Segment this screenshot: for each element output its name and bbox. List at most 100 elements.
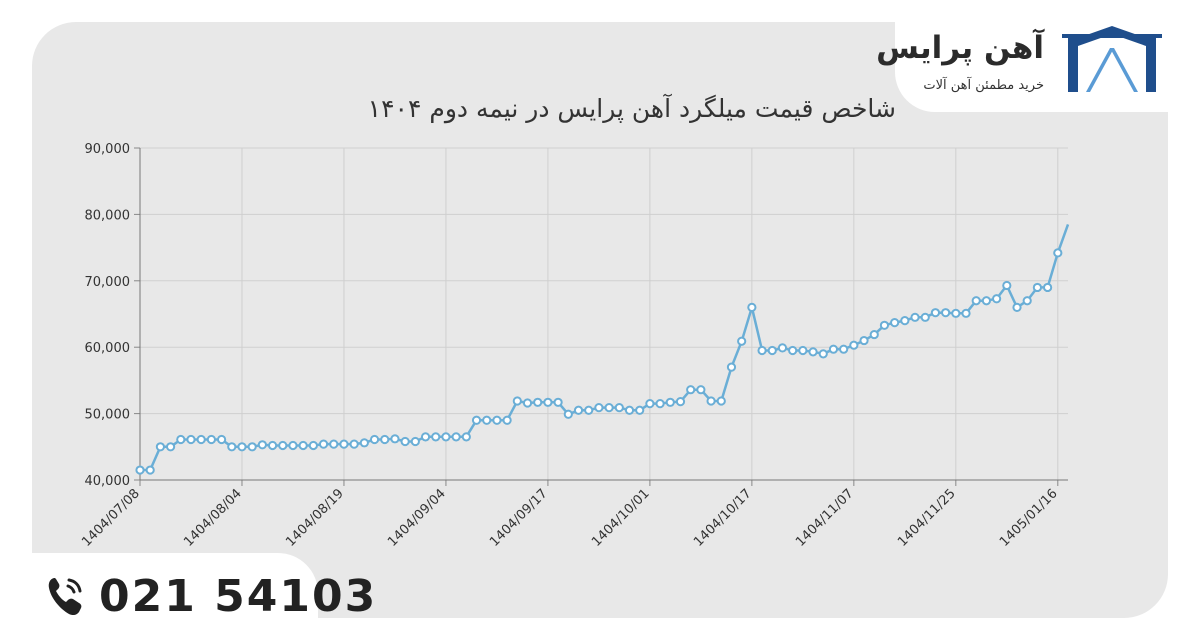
y-tick-label: 80,000 <box>85 208 131 223</box>
data-point <box>502 415 512 425</box>
data-point <box>176 434 186 445</box>
data-point <box>359 438 369 448</box>
data-point <box>645 399 655 409</box>
data-point <box>767 345 777 356</box>
phone-contact[interactable]: 021 54103 <box>45 568 377 624</box>
brand-name: آهن پرایس <box>876 30 1044 66</box>
data-point <box>135 465 145 475</box>
data-point <box>257 440 267 450</box>
data-point <box>604 403 614 413</box>
data-point <box>910 312 920 322</box>
data-point <box>920 312 930 322</box>
data-point <box>624 405 635 415</box>
data-point <box>757 345 767 356</box>
data-point <box>737 336 747 346</box>
data-point <box>155 442 165 452</box>
y-tick-label: 60,000 <box>85 341 131 356</box>
data-point <box>951 308 961 318</box>
data-point <box>706 396 716 406</box>
data-point <box>308 440 318 451</box>
x-tick-label: 1404/07/08 <box>79 486 143 550</box>
data-point <box>777 343 788 353</box>
data-point <box>482 415 492 425</box>
data-point <box>726 362 737 372</box>
x-tick-label: 1404/10/17 <box>691 486 755 550</box>
data-point <box>584 405 594 415</box>
data-point <box>961 308 971 318</box>
data-point <box>594 403 604 413</box>
x-tick-label: 1404/11/07 <box>793 486 857 550</box>
data-point <box>1032 282 1043 293</box>
data-point <box>992 294 1002 304</box>
chart-card <box>32 22 1168 618</box>
data-point <box>1053 248 1063 258</box>
data-point <box>431 432 441 442</box>
data-point <box>339 439 349 449</box>
data-point <box>553 397 563 407</box>
data-point <box>1022 296 1032 306</box>
data-point <box>788 345 798 356</box>
data-point <box>329 439 339 449</box>
data-point <box>278 440 288 451</box>
y-tick-label: 70,000 <box>85 275 131 290</box>
data-point <box>227 442 237 452</box>
data-point <box>400 436 410 447</box>
data-point <box>349 439 359 449</box>
x-tick-label: 1404/09/04 <box>385 486 449 550</box>
data-point <box>369 434 380 445</box>
phone-number: 021 54103 <box>99 570 378 622</box>
y-tick-label: 40,000 <box>85 474 131 489</box>
data-point <box>818 349 828 359</box>
data-point <box>573 405 584 415</box>
data-point <box>533 397 543 407</box>
data-point <box>716 396 726 406</box>
data-point <box>492 415 502 425</box>
data-point <box>635 405 645 415</box>
data-point <box>981 296 992 306</box>
data-point <box>614 403 624 413</box>
data-point <box>971 296 981 306</box>
data-point <box>318 439 329 449</box>
data-point <box>206 434 216 445</box>
data-point <box>165 442 176 452</box>
data-point <box>410 436 420 447</box>
data-point <box>298 440 308 451</box>
data-point <box>471 415 482 425</box>
data-point <box>1012 302 1022 312</box>
data-point <box>196 434 206 445</box>
data-point <box>798 345 808 356</box>
data-point <box>288 440 298 451</box>
x-tick-label: 1404/08/19 <box>283 486 347 550</box>
data-point <box>665 397 675 407</box>
data-point <box>186 434 196 445</box>
data-point <box>828 344 839 354</box>
y-tick-label: 50,000 <box>85 408 131 423</box>
data-point <box>879 320 890 330</box>
data-point <box>247 442 257 452</box>
data-point <box>696 385 706 395</box>
data-point <box>267 440 278 451</box>
data-point <box>522 398 533 408</box>
data-point <box>839 344 849 354</box>
x-tick-label: 1404/10/01 <box>589 486 653 550</box>
x-tick-label: 1404/09/17 <box>487 486 551 550</box>
data-point <box>808 347 818 357</box>
data-point <box>380 434 390 445</box>
data-point <box>512 396 522 406</box>
x-tick-label: 1404/08/04 <box>181 486 245 550</box>
ahan-price-logo-icon <box>1062 26 1162 92</box>
data-point <box>145 465 155 475</box>
data-point <box>451 432 461 442</box>
data-point <box>543 397 553 407</box>
chart-title: شاخص قیمت میلگرد آهن پرایس در نیمه دوم ۱… <box>367 94 896 123</box>
data-point <box>930 308 941 318</box>
brand-tagline: خرید مطمئن آهن آلات <box>923 78 1044 93</box>
phone-icon <box>48 578 82 616</box>
data-point <box>563 409 573 419</box>
data-point <box>420 432 431 442</box>
data-point <box>747 302 757 312</box>
data-point <box>1002 280 1012 291</box>
data-point <box>869 329 879 340</box>
data-point <box>441 432 451 442</box>
